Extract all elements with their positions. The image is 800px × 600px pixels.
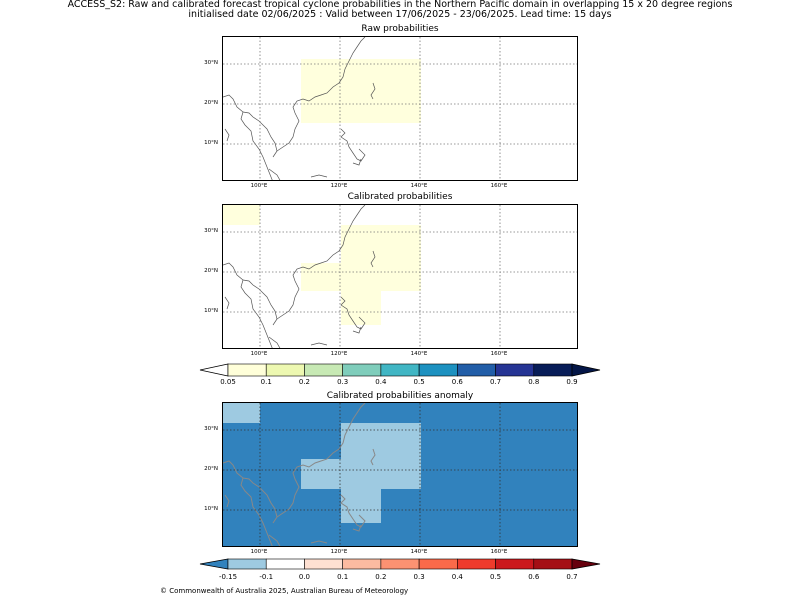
colorbar-tick-label: 0.05 xyxy=(220,378,236,386)
colorbar-tick-label: 0.4 xyxy=(375,378,387,386)
colorbar-cell xyxy=(227,558,267,570)
colorbar-under-arrow xyxy=(199,558,229,570)
colorbar-cell xyxy=(265,363,305,377)
colorbar-cell xyxy=(418,558,458,570)
lon-label: 160°E xyxy=(490,549,508,555)
colorbar-over-arrow xyxy=(571,363,601,377)
colorbar-tick-label: 0.2 xyxy=(375,573,387,581)
colorbar-tick-label: -0.1 xyxy=(259,573,274,581)
colorbar-tick-label: 0.5 xyxy=(489,573,502,581)
colorbar-cell xyxy=(533,558,573,570)
lon-label: 100°E xyxy=(250,549,268,555)
colorbar-tick-label: 0.1 xyxy=(337,573,349,581)
figure-subtitle: initialised date 02/06/2025 : Valid betw… xyxy=(188,9,612,20)
colorbar-tick-label: 0.3 xyxy=(337,378,349,386)
colorbar-under-arrow xyxy=(199,363,229,377)
colorbar-cell xyxy=(457,363,496,377)
lon-label: 140°E xyxy=(410,351,428,357)
coastline xyxy=(223,205,376,348)
calibrated-region-fill xyxy=(223,205,421,325)
colorbar-cell xyxy=(342,363,382,377)
lat-label: 10°N xyxy=(204,506,218,512)
lon-label: 160°E xyxy=(490,351,508,357)
lon-label: 120°E xyxy=(330,549,348,555)
colorbar-tick-label: -0.15 xyxy=(218,573,238,581)
colorbar-tick-label: 0.7 xyxy=(566,573,578,581)
colorbar-cell xyxy=(227,363,267,377)
coastline xyxy=(223,37,376,180)
lon-label: 160°E xyxy=(490,183,508,189)
coastline xyxy=(223,403,376,546)
lat-label: 20°N xyxy=(204,268,218,274)
colorbar-cell xyxy=(495,363,535,377)
colorbar-tick-label: 0.9 xyxy=(566,378,578,386)
copyright-footer: © Commonwealth of Australia 2025, Austra… xyxy=(160,587,409,595)
raw-region-fill xyxy=(301,59,421,123)
lon-label: 120°E xyxy=(330,351,348,357)
raw-panel-title: Raw probabilities xyxy=(361,24,439,34)
colorbar-cell xyxy=(304,363,343,377)
colorbar-cell xyxy=(533,363,573,377)
colorbar-over-arrow xyxy=(571,558,601,570)
lon-label: 100°E xyxy=(250,351,268,357)
lat-label: 30°N xyxy=(204,228,218,234)
colorbar-tick-label: 0.2 xyxy=(298,378,310,386)
lat-label: 30°N xyxy=(204,426,218,432)
colorbar-cell xyxy=(380,363,420,377)
colorbar-tick-label: 0.6 xyxy=(528,573,540,581)
lat-label: 30°N xyxy=(204,60,218,66)
lon-label: 100°E xyxy=(250,183,268,189)
anomaly-panel-title: Calibrated probabilities anomaly xyxy=(326,391,474,401)
lon-label: 140°E xyxy=(410,549,428,555)
calibrated-probability-map xyxy=(222,204,578,349)
anomaly-region-fill xyxy=(223,403,421,523)
colorbar-tick-label: 0.8 xyxy=(528,378,540,386)
colorbar-tick-label: 0.4 xyxy=(451,573,463,581)
colorbar-tick-label: 0.1 xyxy=(260,378,272,386)
lat-label: 20°N xyxy=(204,100,218,106)
colorbar-cell xyxy=(457,558,496,570)
colorbar-cell xyxy=(380,558,420,570)
lat-label: 20°N xyxy=(204,466,218,472)
colorbar-tick-label: 0.5 xyxy=(413,378,425,386)
colorbar-cell xyxy=(342,558,382,570)
anomaly-probability-map xyxy=(222,402,578,547)
lat-label: 10°N xyxy=(204,140,218,146)
lat-label: 10°N xyxy=(204,308,218,314)
colorbar-cell xyxy=(265,558,305,570)
colorbar-cell xyxy=(418,363,458,377)
probability-colorbar xyxy=(199,363,601,377)
colorbar-cell xyxy=(495,558,535,570)
lon-label: 140°E xyxy=(410,183,428,189)
anomaly-colorbar xyxy=(199,558,601,570)
colorbar-tick-label: 0.0 xyxy=(298,573,310,581)
calibrated-panel-title: Calibrated probabilities xyxy=(347,192,453,202)
lon-label: 120°E xyxy=(330,183,348,189)
colorbar-tick-label: 0.3 xyxy=(413,573,425,581)
colorbar-cell xyxy=(304,558,343,570)
figure-title: ACCESS_S2: Raw and calibrated forecast t… xyxy=(67,0,733,10)
raw-probability-map xyxy=(222,36,578,181)
colorbar-tick-label: 0.7 xyxy=(489,378,502,386)
colorbar-tick-label: 0.6 xyxy=(451,378,463,386)
